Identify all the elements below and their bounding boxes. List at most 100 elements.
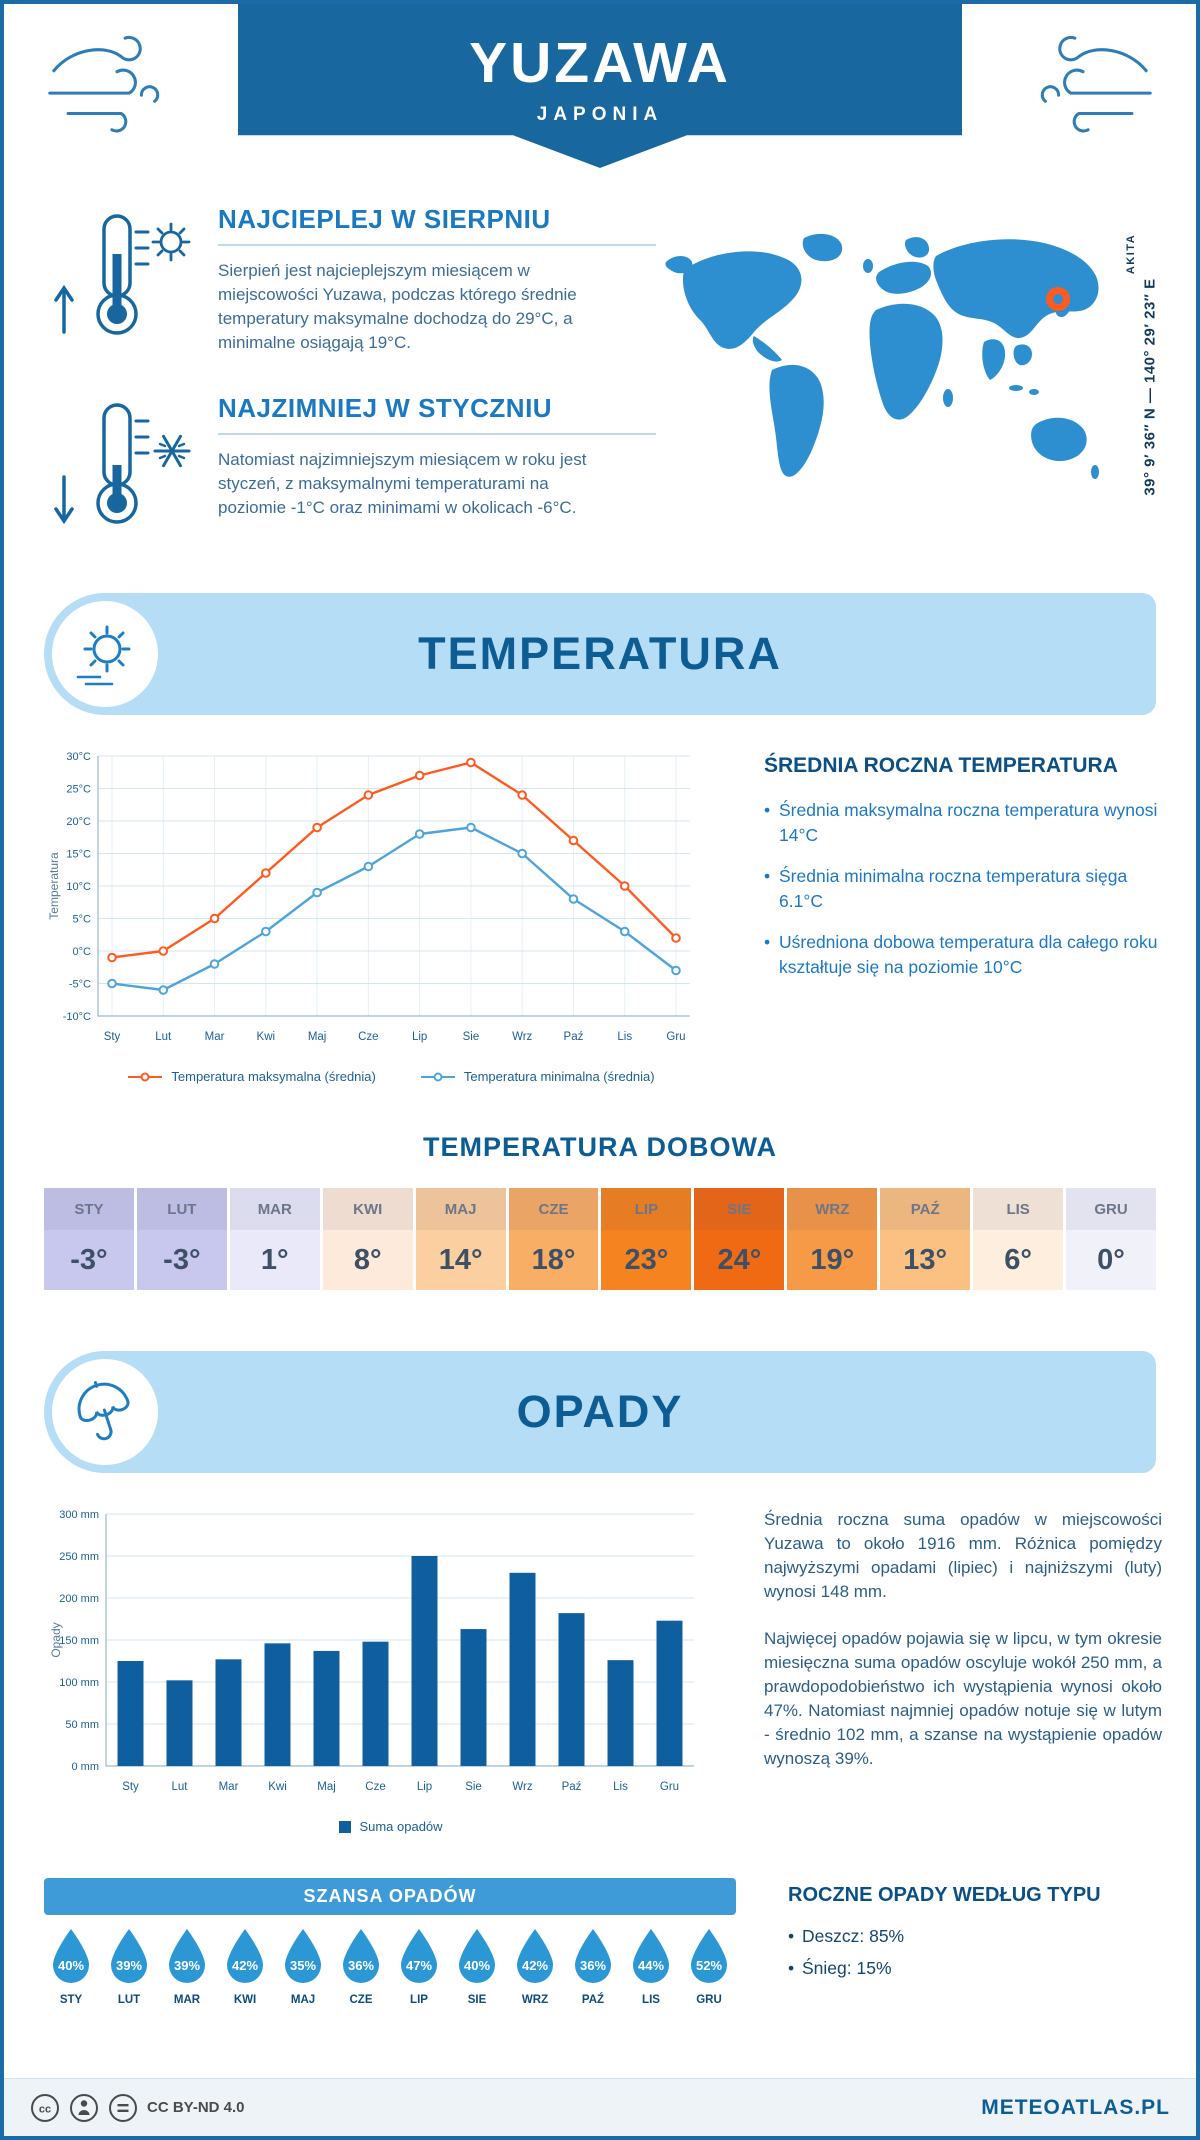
svg-text:0 mm: 0 mm [72, 1761, 100, 1773]
svg-text:Mar: Mar [219, 1781, 239, 1793]
svg-text:Lis: Lis [613, 1781, 628, 1793]
warm-icon-cluster [46, 204, 218, 359]
svg-text:42%: 42% [232, 1958, 258, 1973]
legend-item: Temperatura maksymalna (średnia) [127, 1069, 376, 1084]
svg-text:36%: 36% [580, 1958, 606, 1973]
raindrop-icon: 40% [459, 1929, 495, 1983]
rain-chance-drops: 40% STY 39% LUT 39% MAR 42% KWI 35% MAJ 36% CZE 47% L… [44, 1927, 736, 2006]
temp-table-column: SIE 24° [694, 1188, 785, 1290]
svg-text:15°C: 15°C [66, 849, 91, 861]
rain-chance-drop: 42% KWI [218, 1927, 272, 2006]
page-title: YUZAWA [469, 31, 731, 95]
wind-icon [48, 35, 160, 133]
temp-table-month: LIS [973, 1188, 1064, 1230]
temp-table-month: MAJ [415, 1188, 506, 1230]
page-subtitle: JAPONIA [536, 104, 664, 125]
raindrop-icon: 47% [401, 1929, 437, 1983]
cold-content: NAJZIMNIEJ W STYCZNIU Natomiast najzimni… [218, 393, 656, 548]
warm-text: Sierpień jest najcieplejszym miesiącem w… [218, 261, 577, 353]
rain-chance-month: CZE [349, 1994, 373, 2006]
svg-text:Sty: Sty [104, 1031, 121, 1043]
temp-table-column: STY -3° [44, 1188, 134, 1290]
rain-chance-month: MAJ [290, 1994, 316, 2006]
temp-table-value: 8° [353, 1243, 382, 1276]
svg-text:Wrz: Wrz [512, 1031, 532, 1043]
license-label: CC BY-ND 4.0 [147, 2099, 245, 2116]
svg-text:200 mm: 200 mm [59, 1593, 99, 1605]
attribution-icon [70, 2093, 98, 2122]
rain-type-item: Deszcz: 85% [788, 1923, 1168, 1950]
rain-chance-drop: 39% LUT [102, 1927, 156, 2006]
region-label: AKITA [1125, 233, 1137, 275]
temp-table-value: 23° [624, 1243, 669, 1276]
raindrop-icon: 39% [169, 1929, 205, 1983]
cold-text: Natomiast najzimniejszym miesiącem w rok… [218, 450, 587, 518]
temp-table-column: LIS 6° [973, 1188, 1064, 1290]
raindrop-icon: 36% [343, 1929, 379, 1983]
rain-chance-drop: 40% STY [44, 1927, 98, 2006]
umbrella-icon [52, 1359, 158, 1465]
svg-text:30°C: 30°C [66, 751, 91, 763]
daily-temp-title: TEMPERATURA DOBOWA [423, 1132, 777, 1162]
svg-text:Cze: Cze [365, 1781, 385, 1793]
intro-section: NAJCIEPLEJ W SIERPNIU Sierpień jest najc… [46, 204, 656, 582]
world-map: AKITA 39° 9′ 36″ N — 140° 29′ 23″ E [654, 202, 1164, 532]
svg-text:50 mm: 50 mm [65, 1719, 99, 1731]
svg-text:Lut: Lut [172, 1781, 189, 1793]
temp-table-month: GRU [1066, 1188, 1156, 1230]
rain-chance-month: KWI [233, 1994, 257, 2006]
world-map-graphic [665, 233, 1099, 479]
svg-text:Paź: Paź [564, 1031, 584, 1043]
cold-heading: NAJZIMNIEJ W STYCZNIU [218, 393, 656, 435]
brand-link[interactable]: METEOATLAS.PL [981, 2095, 1170, 2119]
legend-item: Suma opadów [339, 1819, 443, 1834]
legend-item: Temperatura minimalna (średnia) [420, 1069, 655, 1084]
rain-chance-month: LIS [642, 1994, 660, 2006]
svg-text:40%: 40% [464, 1958, 490, 1973]
svg-text:Kwi: Kwi [257, 1031, 276, 1043]
temp-table-column: CZE 18° [508, 1188, 599, 1290]
rain-chance-drop: 47% LIP [392, 1927, 446, 2006]
cold-icon-cluster [46, 393, 218, 548]
temp-table-value: 13° [903, 1243, 948, 1276]
rain-chance-month: LIP [410, 1994, 428, 2006]
rain-chance-month: WRZ [521, 1994, 549, 2006]
svg-text:-5°C: -5°C [69, 979, 91, 991]
warmest-month-block: NAJCIEPLEJ W SIERPNIU Sierpień jest najc… [46, 204, 656, 359]
svg-text:36%: 36% [348, 1958, 374, 1973]
temp-table-month: CZE [508, 1188, 599, 1230]
rain-type-heading: ROCZNE OPADY WEDŁUG TYPU [788, 1884, 1101, 1906]
svg-text:Lis: Lis [617, 1031, 632, 1043]
rain-chance-drop: 44% LIS [624, 1927, 678, 2006]
annual-temp-bullet: Średnia maksymalna roczna temperatura wy… [764, 798, 1162, 847]
temp-table-month: STY [44, 1188, 134, 1230]
temp-table-value: 0° [1097, 1243, 1125, 1276]
svg-text:Temperatura: Temperatura [47, 852, 61, 920]
warm-content: NAJCIEPLEJ W SIERPNIU Sierpień jest najc… [218, 204, 656, 359]
temp-table-column: LIP 23° [601, 1188, 692, 1290]
svg-text:150 mm: 150 mm [59, 1635, 99, 1647]
temp-table-column: KWI 8° [322, 1188, 413, 1290]
temperature-content: -10°C -5°C 0°C 5°C 10°C 15°C 20°C 25°C 30°C Sty Lu… [46, 742, 1164, 1084]
sun-icon [52, 601, 158, 707]
svg-text:Gru: Gru [660, 1781, 679, 1793]
temp-table-month: SIE [694, 1188, 785, 1230]
svg-text:40%: 40% [58, 1958, 84, 1973]
rain-chance-month: LUT [117, 1994, 141, 2006]
warm-heading: NAJCIEPLEJ W SIERPNIU [218, 204, 656, 246]
license-badge[interactable]: cc CC BY-ND 4.0 [30, 2093, 245, 2123]
rain-chance-month: GRU [696, 1994, 722, 2006]
raindrop-icon: 44% [633, 1929, 669, 1983]
svg-text:Gru: Gru [666, 1031, 685, 1043]
svg-text:Lut: Lut [155, 1031, 172, 1043]
precipitation-content: 0 mm 50 mm 100 mm 150 mm 200 mm 250 mm 300 mm S… [46, 1502, 1164, 1834]
temperature-side-panel: ŚREDNIA ROCZNA TEMPERATURA Średnia maksy… [764, 742, 1162, 1084]
temp-table-value: 24° [717, 1243, 762, 1276]
thermometer-down-snowflake-icon [54, 403, 191, 525]
rain-type-section: ROCZNE OPADY WEDŁUG TYPU Deszcz: 85% Śnie… [788, 1884, 1168, 1988]
wind-icon [1040, 35, 1152, 133]
temp-table-month: WRZ [787, 1188, 878, 1230]
raindrop-icon: 42% [517, 1929, 553, 1983]
temp-table-value: 18° [531, 1243, 576, 1276]
svg-text:Maj: Maj [317, 1781, 336, 1793]
